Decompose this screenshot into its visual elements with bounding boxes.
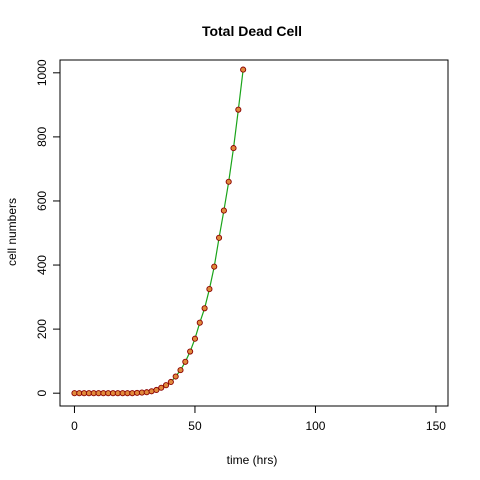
data-point	[201, 305, 208, 312]
data-point	[225, 178, 232, 185]
data-point	[187, 348, 194, 355]
plot-frame	[59, 59, 449, 407]
data-point	[235, 106, 242, 113]
data-point	[196, 319, 203, 326]
y-axis-label: cell numbers	[5, 198, 19, 266]
y-tick-label: 600	[35, 191, 49, 211]
plot-area	[71, 66, 247, 397]
data-point	[206, 286, 213, 293]
y-tick-label: 400	[35, 255, 49, 275]
data-point	[177, 367, 184, 374]
y-tick-label: 0	[35, 390, 49, 397]
data-point	[167, 378, 174, 386]
data-point	[153, 386, 160, 394]
data-point	[158, 384, 165, 391]
x-tick-label: 100	[305, 419, 325, 433]
x-tick-label: 150	[426, 419, 446, 433]
data-point	[191, 335, 199, 342]
chart-title: Total Dead Cell	[202, 23, 302, 39]
data-point	[172, 373, 179, 380]
data-point	[211, 263, 218, 270]
y-axis: 0 200 400 600 800 1000	[35, 59, 60, 397]
series-line	[74, 69, 244, 394]
y-tick-label: 1000	[35, 59, 49, 86]
data-point	[162, 382, 170, 389]
x-axis: 0 50 100 150	[71, 406, 446, 433]
y-tick-label: 800	[35, 127, 49, 147]
data-point	[230, 145, 237, 152]
data-point	[240, 66, 247, 73]
x-axis-label: time (hrs)	[227, 453, 278, 467]
data-point	[143, 389, 150, 396]
data-point	[220, 207, 227, 214]
data-point	[182, 358, 189, 365]
x-tick-label: 0	[71, 419, 78, 433]
y-tick-label: 200	[35, 319, 49, 339]
x-tick-label: 50	[188, 419, 202, 433]
data-point	[216, 234, 223, 241]
